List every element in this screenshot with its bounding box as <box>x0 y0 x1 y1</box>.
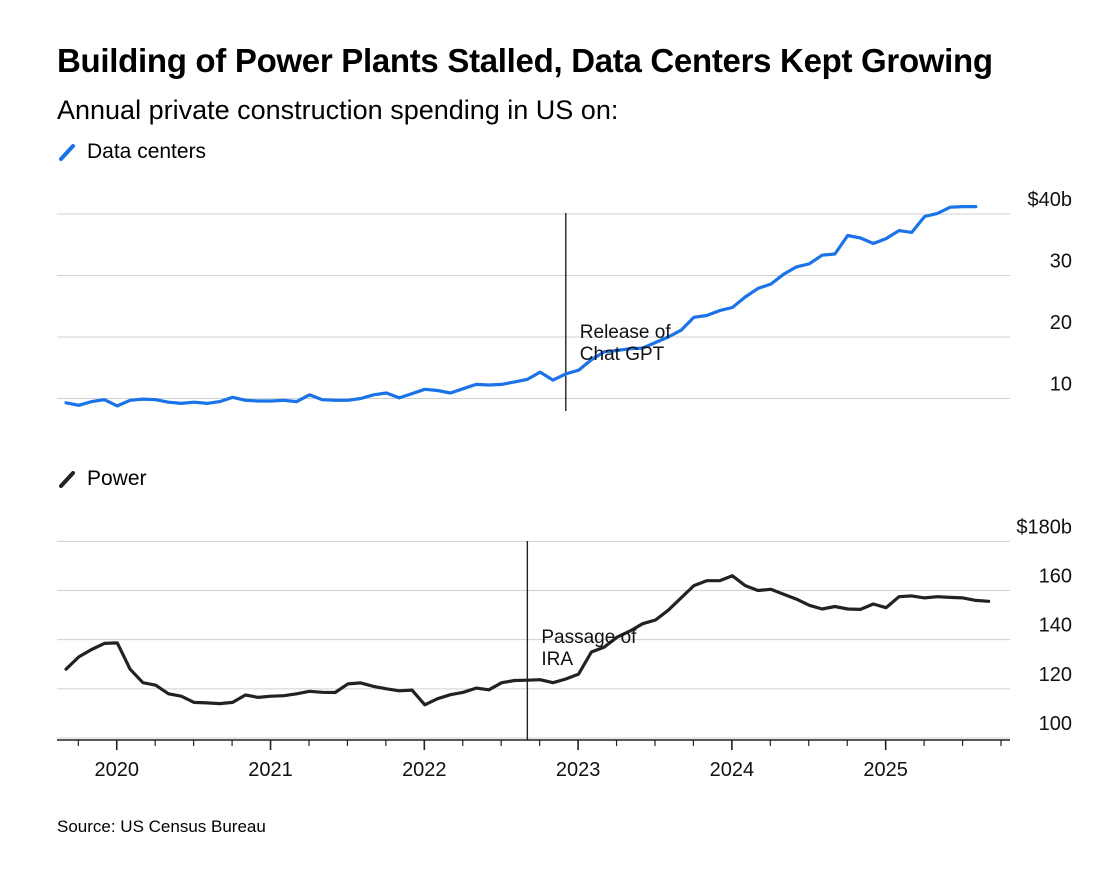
y-tick-label-data-centers: $40b <box>1028 189 1073 211</box>
series-line-power <box>64 574 991 707</box>
chart-subtitle: Annual private construction spending in … <box>57 95 619 125</box>
y-tick-label-data-centers: 30 <box>1050 251 1072 273</box>
source-note: Source: US Census Bureau <box>57 817 266 836</box>
y-tick-label-data-centers: 10 <box>1050 374 1072 396</box>
y-tick-label-power: 120 <box>1039 664 1072 686</box>
annotation-line-text: IRA <box>541 649 573 670</box>
chart-title: Building of Power Plants Stalled, Data C… <box>57 42 993 79</box>
y-tick-label-power: 160 <box>1039 566 1072 588</box>
legend-stroke-data-centers <box>59 144 75 161</box>
series-line-data-centers <box>64 205 978 408</box>
legend-label-power: Power <box>87 467 147 490</box>
y-tick-label-power: 140 <box>1039 615 1072 637</box>
annotation-label-power: Passage of IRA <box>541 627 637 670</box>
annotation-line-text: Release of <box>580 322 672 343</box>
annotation-label-data-centers: Release of Chat GPT <box>580 322 672 365</box>
x-tick-label: 2025 <box>863 759 908 781</box>
x-tick-label: 2022 <box>402 759 447 781</box>
y-tick-label-power: $180b <box>1016 516 1072 538</box>
annotation-line-text: Passage of <box>541 627 637 648</box>
legend-data-centers: Data centers <box>57 140 206 164</box>
legend-swatch-data-centers <box>59 144 75 161</box>
legend-swatch-power <box>59 471 75 488</box>
legend-label-data-centers: Data centers <box>87 140 207 163</box>
y-tick-label-power: 100 <box>1039 713 1072 735</box>
y-tick-label-data-centers: 20 <box>1050 312 1072 334</box>
legend-stroke-power <box>59 471 75 488</box>
panel-power: 100 120 140 160 $180b Passage of IRA <box>57 516 1072 740</box>
x-axis: 2020 2021 2022 2023 2024 2025 <box>57 739 1010 781</box>
panel-data-centers: 10 20 30 $40b Release of Chat GPT <box>57 189 1072 411</box>
annotation-line-text: Chat GPT <box>580 344 665 365</box>
legend-power: Power <box>57 467 147 491</box>
x-tick-label: 2020 <box>94 759 139 781</box>
x-tick-label: 2021 <box>248 759 293 781</box>
x-tick-label: 2023 <box>556 759 601 781</box>
x-tick-label: 2024 <box>710 759 755 781</box>
